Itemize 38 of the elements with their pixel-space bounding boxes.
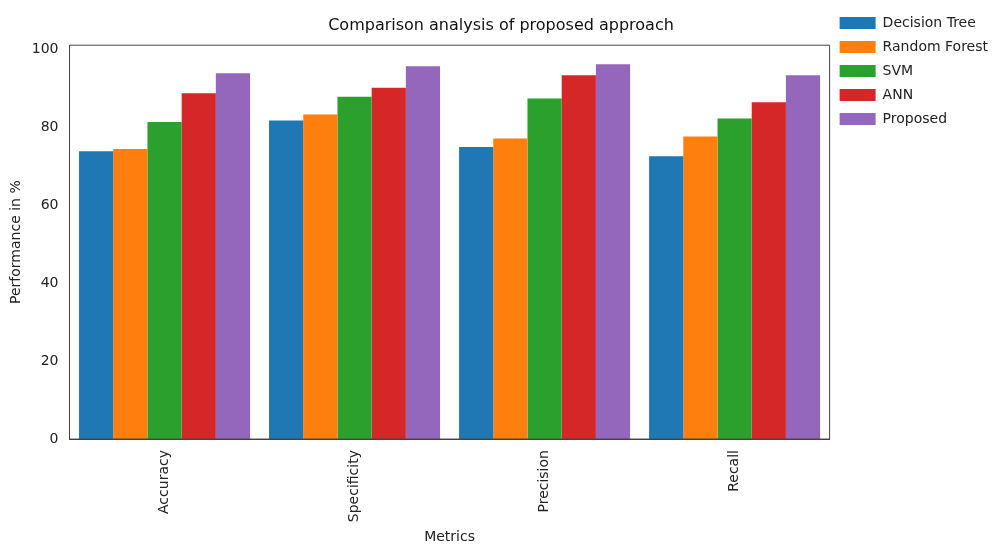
- bar: [337, 96, 372, 440]
- legend-label: Proposed: [882, 109, 948, 126]
- legend-label: Random Forest: [882, 37, 989, 54]
- bar: [493, 138, 528, 440]
- y-tick-label: 0: [49, 429, 59, 446]
- bar: [113, 148, 148, 440]
- bar: [595, 64, 631, 440]
- bar: [371, 87, 406, 440]
- y-tick-label: 40: [40, 273, 59, 290]
- bar: [303, 114, 338, 440]
- legend-label: ANN: [882, 85, 914, 102]
- bar: [459, 146, 494, 440]
- bar: [683, 136, 718, 440]
- x-tick-label: Precision: [535, 450, 552, 513]
- bar: [147, 122, 182, 440]
- bar: [405, 66, 441, 440]
- y-tick-label: 80: [40, 117, 59, 134]
- y-tick-label: 20: [40, 351, 59, 368]
- x-tick-label: Specificity: [345, 450, 362, 523]
- bar: [269, 120, 304, 440]
- y-tick-label: 100: [31, 39, 59, 56]
- bar: [79, 151, 114, 440]
- x-tick-label: Accuracy: [155, 450, 172, 514]
- x-tick-label: Recall: [725, 450, 742, 492]
- legend-label: SVM: [882, 61, 914, 78]
- chart-title: Comparison analysis of proposed approach: [328, 14, 674, 34]
- legend-label: Decision Tree: [882, 13, 976, 30]
- bar: [717, 118, 752, 440]
- bar: [181, 93, 216, 440]
- y-axis-title: Performance in %: [7, 180, 24, 304]
- x-axis-title: Metrics: [424, 528, 475, 545]
- bar: [649, 156, 684, 440]
- bar: [561, 75, 596, 440]
- bar: [215, 73, 251, 440]
- bar: [527, 98, 562, 440]
- y-tick-label: 60: [40, 195, 59, 212]
- bar: [785, 75, 821, 440]
- bar: [751, 102, 786, 440]
